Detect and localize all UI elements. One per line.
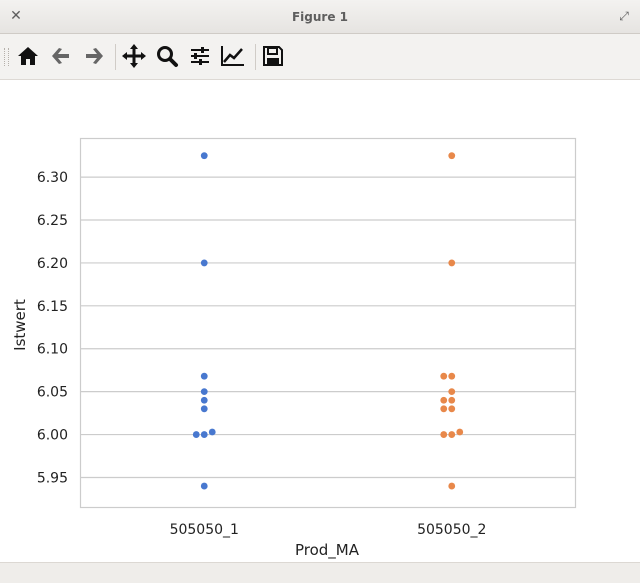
- back-button[interactable]: [45, 40, 77, 72]
- data-point: [448, 388, 456, 396]
- data-point: [200, 405, 208, 413]
- toolbar-separator: [115, 44, 116, 70]
- data-point: [448, 259, 456, 267]
- pan-button[interactable]: [118, 40, 150, 72]
- zoom-button[interactable]: [151, 40, 183, 72]
- data-point: [200, 431, 208, 438]
- home-icon: [18, 47, 38, 65]
- data-point: [456, 428, 464, 436]
- data-point: [200, 372, 208, 380]
- figure-canvas[interactable]: 5.95 6.00 6.05 6.10 6.15 6.20 6.25 6.30 505050_…: [0, 80, 640, 562]
- y-tick-label: 6.15: [37, 299, 68, 315]
- data-points: [192, 152, 464, 490]
- sliders-icon: [191, 47, 209, 65]
- save-icon: [263, 46, 283, 66]
- line-chart-icon: [221, 46, 244, 66]
- save-button[interactable]: [257, 40, 289, 72]
- data-point: [192, 431, 200, 438]
- y-tick-label: 5.95: [37, 470, 68, 486]
- data-point: [448, 431, 456, 438]
- data-point: [448, 482, 456, 490]
- data-point: [440, 372, 448, 380]
- x-tick-label: 505050_1: [170, 522, 239, 538]
- swarm-plot: 5.95 6.00 6.05 6.10 6.15 6.20 6.25 6.30 505050_…: [11, 137, 577, 560]
- y-tick-label: 6.05: [37, 385, 68, 401]
- gridlines: [80, 176, 576, 479]
- y-axis-label: Istwert: [11, 299, 29, 351]
- window-titlebar: ✕ Figure 1 ⤢: [0, 0, 640, 34]
- data-point: [200, 396, 208, 404]
- x-tick-label: 505050_2: [417, 522, 486, 538]
- window-title: Figure 1: [291, 9, 349, 24]
- toolbar-handle[interactable]: [4, 48, 9, 66]
- y-tick-label: 6.20: [37, 256, 68, 272]
- data-point: [448, 396, 456, 404]
- home-button[interactable]: [12, 40, 44, 72]
- y-tick-label: 6.30: [37, 170, 68, 186]
- data-point: [208, 428, 216, 436]
- data-point: [200, 259, 208, 267]
- arrow-left-icon: [52, 48, 69, 64]
- data-point: [200, 152, 208, 160]
- data-point: [440, 405, 448, 413]
- x-tick-labels: 505050_1 505050_2: [170, 522, 487, 538]
- y-tick-label: 6.25: [37, 213, 68, 229]
- data-point: [440, 396, 448, 404]
- axes-frame: [79, 137, 577, 509]
- y-tick-label: 6.00: [37, 428, 68, 444]
- data-point: [448, 372, 456, 380]
- data-point: [440, 431, 448, 438]
- maximize-icon[interactable]: ⤢: [619, 9, 629, 23]
- forward-button[interactable]: [78, 40, 110, 72]
- move-icon: [122, 44, 146, 68]
- x-axis-label: Prod_MA: [295, 541, 360, 560]
- y-tick-labels: 5.95 6.00 6.05 6.10 6.15 6.20 6.25 6.30: [37, 170, 68, 486]
- configure-subplots-button[interactable]: [184, 40, 216, 72]
- search-icon: [157, 46, 178, 67]
- toolbar-separator: [255, 44, 256, 70]
- close-icon[interactable]: ✕: [10, 8, 22, 24]
- toolbar: [0, 34, 640, 80]
- edit-axis-button[interactable]: [217, 40, 249, 72]
- data-point: [200, 482, 208, 490]
- data-point: [200, 388, 208, 396]
- data-point: [448, 405, 456, 413]
- y-tick-label: 6.10: [37, 342, 68, 358]
- arrow-right-icon: [86, 48, 103, 64]
- status-bar: [0, 562, 640, 583]
- data-point: [448, 152, 456, 160]
